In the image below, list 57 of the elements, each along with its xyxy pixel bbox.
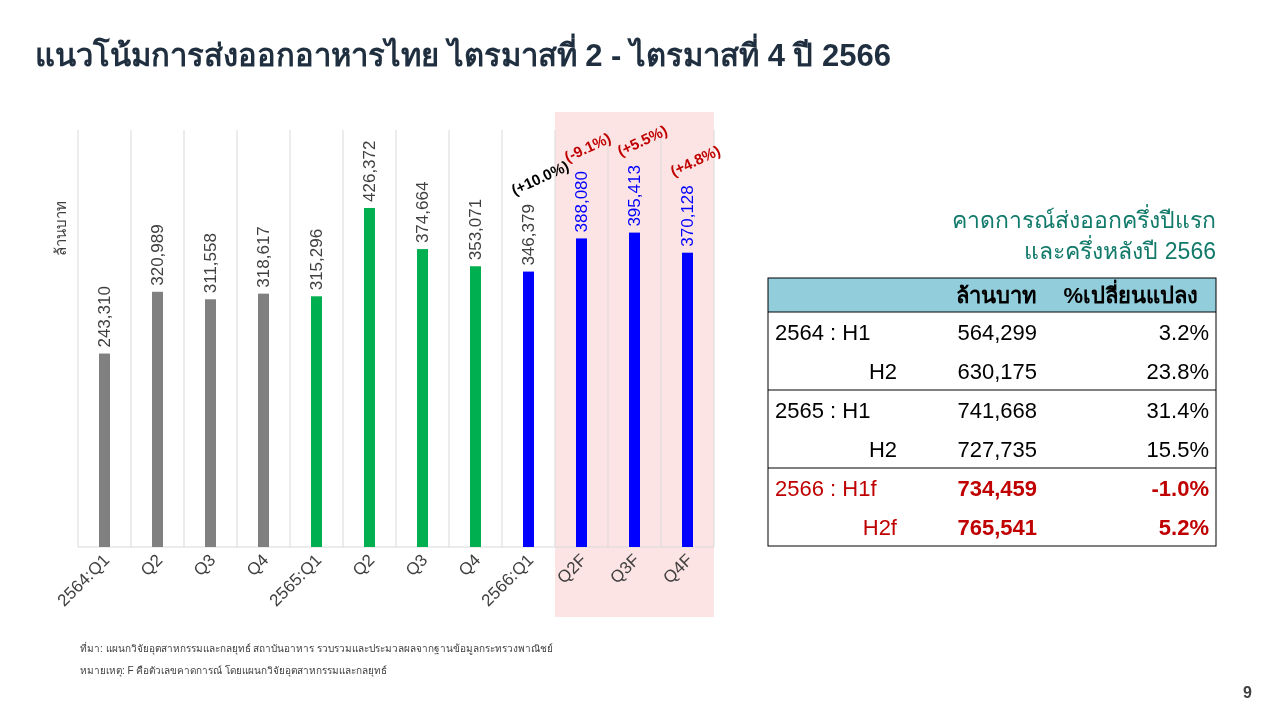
bar <box>205 299 216 547</box>
y-axis-title: ล้านบาท <box>52 200 69 256</box>
bar <box>311 296 322 547</box>
text: ล้านบาท <box>956 283 1037 308</box>
text: 741,668 <box>957 398 1037 423</box>
text: 15.5% <box>1146 437 1209 462</box>
x-tick-label: Q2 <box>348 550 379 580</box>
x-tick-label: Q2 <box>136 550 167 580</box>
text: H2 <box>868 359 897 384</box>
text: 3.2% <box>1158 320 1209 345</box>
bar <box>417 249 428 547</box>
text: -1.0% <box>1151 476 1209 501</box>
bar <box>682 252 693 547</box>
data-label: 243,310 <box>95 286 115 348</box>
bar <box>258 293 269 547</box>
text: หมายเหตุ: F คือตัวเลขคาดการณ์ โดยแผนกวิจัยอุตสาหกรรมและกลยุทธ์ <box>80 664 388 677</box>
text: 5.2% <box>1158 515 1209 540</box>
text: คาดการณ์ส่งออกครึ่งปีแรก <box>952 204 1216 233</box>
text: และครึ่งหลังปี 2566 <box>1024 235 1216 264</box>
text: 2565 : H1 <box>775 398 871 423</box>
data-label: 374,664 <box>413 181 433 244</box>
data-label: 388,080 <box>572 170 592 233</box>
text: 765,541 <box>957 515 1037 540</box>
bar <box>523 271 534 547</box>
text: H2 <box>868 437 897 462</box>
text: 23.8% <box>1146 359 1209 384</box>
data-label: 426,372 <box>360 140 380 202</box>
text: H2f <box>862 515 898 540</box>
data-label: 318,617 <box>254 226 274 288</box>
data-label: 370,128 <box>678 185 698 247</box>
bar <box>152 291 163 547</box>
data-label: 395,413 <box>625 165 645 227</box>
chart-title: แนวโน้มการส่งออกอาหารไทย ไตรมาสที่ 2 - ไตรมาสที่ 4 ปี 2566 <box>35 33 892 73</box>
bar <box>99 353 110 547</box>
text: 564,299 <box>957 320 1037 345</box>
x-tick-label: Q3 <box>401 550 432 580</box>
text: 2566 : H1f <box>775 476 878 501</box>
text: 630,175 <box>957 359 1037 384</box>
bar <box>576 238 587 547</box>
data-label: 315,296 <box>307 228 327 291</box>
text: ที่มา: แผนกวิจัยอุตสาหกรรมและกลยุทธ์ สถาบันอาหาร รวบรวมและประมวลผลจากฐานข้อมูลกระทรวงพาณิชย์ <box>80 641 554 655</box>
x-tick-label: Q4 <box>454 550 485 580</box>
x-tick-label: Q4 <box>242 550 273 580</box>
text: 727,735 <box>957 437 1037 462</box>
text: 734,459 <box>957 476 1037 501</box>
data-label: 353,071 <box>466 198 486 261</box>
x-tick-label: Q3 <box>189 550 220 580</box>
bar <box>364 207 375 547</box>
data-label: 311,558 <box>201 233 221 294</box>
text: 9 <box>1243 684 1253 701</box>
data-label: 320,989 <box>148 224 168 286</box>
bar <box>470 266 481 547</box>
text: %เปลี่ยนแปลง <box>1063 279 1198 308</box>
text: 31.4% <box>1146 398 1209 423</box>
text: 2564 : H1 <box>775 320 871 345</box>
data-label: 346,379 <box>519 204 539 266</box>
bar <box>629 232 640 547</box>
